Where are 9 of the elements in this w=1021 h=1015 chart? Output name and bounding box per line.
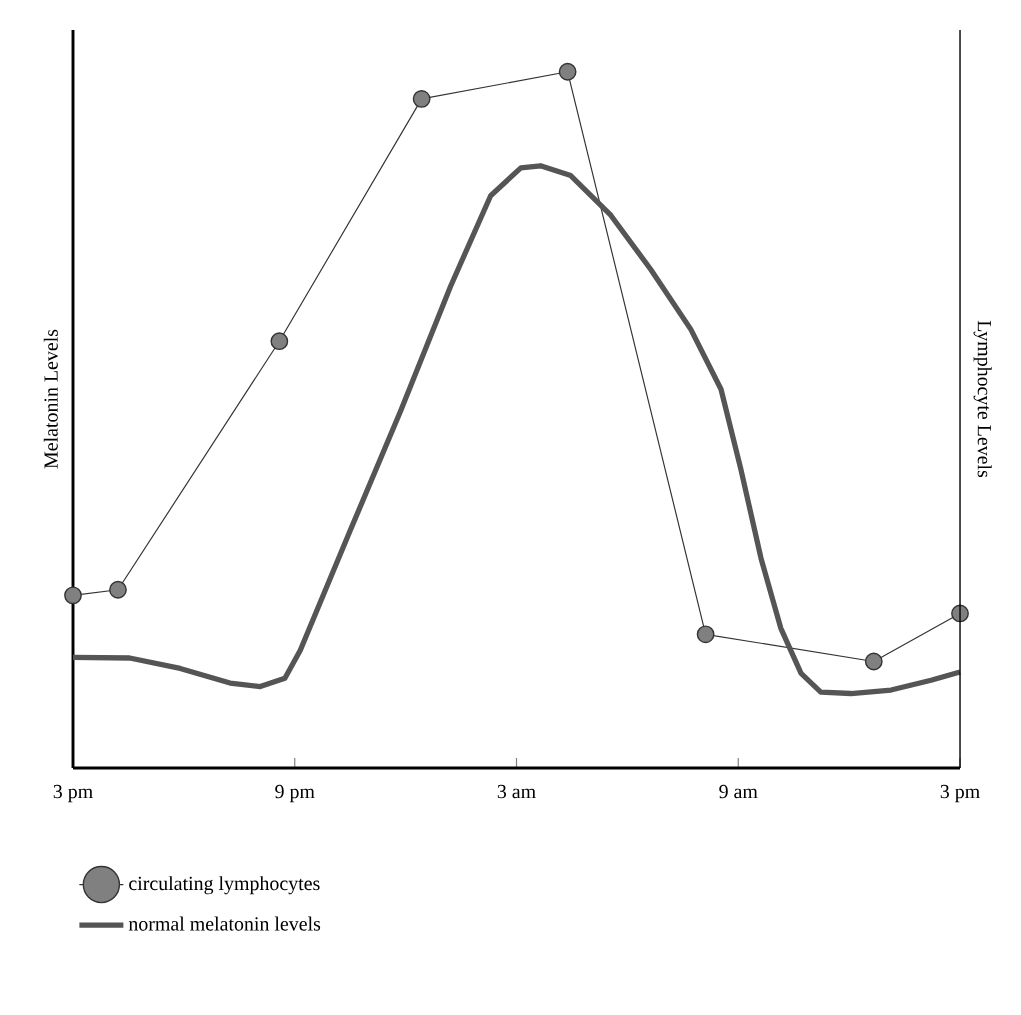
x-tick-label: 9 am bbox=[719, 784, 758, 799]
x-tick-label: 3 pm bbox=[53, 784, 93, 803]
legend-label: circulating lymphocytes bbox=[129, 876, 320, 895]
x-tick-label: 9 pm bbox=[275, 784, 315, 803]
legend-label: normal melatonin levels bbox=[128, 916, 321, 931]
x-tick-label: 3 pm bbox=[940, 784, 980, 803]
y2-axis-title: Lymphocyte Levels bbox=[973, 320, 992, 478]
x-tick-label: 3 am bbox=[497, 784, 536, 799]
y-axis-title: Melatonin Levels bbox=[43, 329, 58, 469]
